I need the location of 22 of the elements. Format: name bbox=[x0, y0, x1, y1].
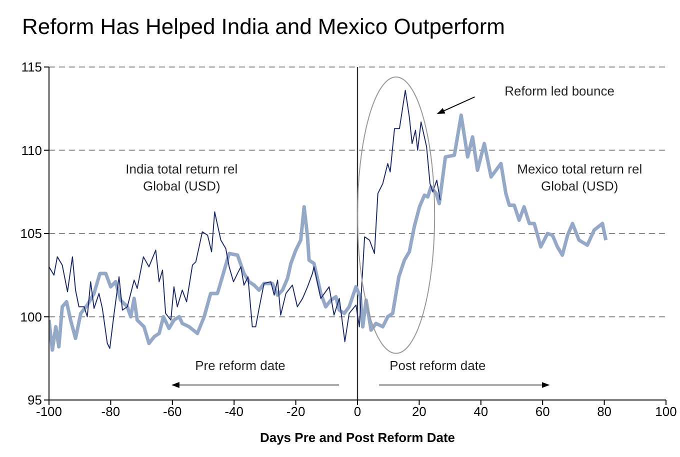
series-label: Mexico total return rel Global (USD) bbox=[517, 162, 642, 194]
x-tick-label: -80 bbox=[101, 404, 120, 420]
annotation: Reform led bounce bbox=[504, 83, 614, 98]
x-tick-label: 100 bbox=[655, 404, 677, 420]
x-tick-label: -20 bbox=[286, 404, 306, 420]
y-tick-label: 100 bbox=[20, 309, 42, 324]
y-tick-label: 105 bbox=[20, 226, 42, 242]
annotation: Post reform date bbox=[390, 358, 486, 374]
chart-title: Reform Has Helped India and Mexico Outperform bbox=[21, 13, 506, 41]
x-tick-label: 80 bbox=[597, 404, 612, 420]
y-tick-label: 110 bbox=[21, 142, 42, 158]
x-tick-label: 20 bbox=[412, 404, 426, 420]
x-tick-label: 60 bbox=[535, 404, 550, 420]
x-axis-title: Days Pre and Post Reform Date bbox=[260, 430, 456, 445]
x-tick-label: -60 bbox=[163, 404, 182, 420]
x-tick-label: 0 bbox=[354, 404, 362, 420]
x-tick-label: -40 bbox=[224, 404, 244, 420]
annotation: Pre reform date bbox=[195, 358, 286, 374]
text: India total return rel Global (USD) bbox=[126, 162, 238, 194]
y-tick-label: 115 bbox=[21, 60, 42, 75]
line-series bbox=[49, 90, 441, 349]
x-tick-label: 40 bbox=[474, 404, 488, 420]
